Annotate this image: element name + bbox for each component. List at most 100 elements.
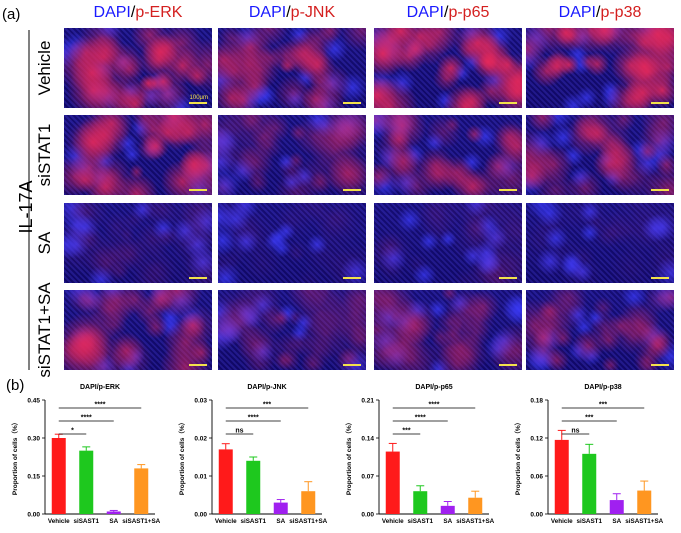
significance-label: * [71,428,74,435]
micrograph-tile [526,290,674,370]
micrograph-tile: 100μm [64,28,212,108]
x-tick-label: SA [443,518,452,525]
y-axis-label: Proportion of cells（%） [11,419,19,495]
dapi-label: DAPI [406,4,444,21]
bar-charts: DAPI/p-ERK Proportion of cells（%） 0.00 0.15… [11,384,664,525]
marker-label: p-JNK [290,4,336,21]
panel-a-letter: (a) [2,6,21,23]
x-tick-label: SA [276,518,285,525]
micrograph-tile [526,115,674,195]
significance-label: **** [95,402,106,409]
column-title-4: DAPI/p-p38 [525,4,675,22]
micrograph-tile [526,28,674,108]
chart-title: DAPI/p-JNK [247,384,286,391]
y-tick-label: 0.30 [27,436,40,443]
slash: / [130,4,136,21]
chart-title: DAPI/p-p65 [415,384,452,391]
y-axis-label: Proportion of cells（%） [178,419,186,495]
x-tick-label: siSAST1+SA [289,518,327,525]
x-tick-label: Vehicle [215,518,237,525]
micrograph-tile [526,203,674,283]
x-tick-label: SA [109,518,118,525]
bar [218,449,233,514]
micrograph-tile [64,290,212,370]
row-label-1: Vehicle [35,40,54,96]
dapi-label: DAPI [558,4,596,21]
panel-b-letter: (b) [6,377,25,394]
y-tick-label: 0.07 [361,474,374,481]
il17a-group-label: IL-17A [16,180,36,234]
micrograph-tile [218,28,366,108]
y-tick-label: 0.00 [27,512,40,519]
marker-label: p-p38 [600,4,642,21]
column-title-1: DAPI/p-ERK [63,4,213,22]
significance-label: **** [248,415,259,422]
scale-bar [651,277,669,279]
y-tick-label: 0.00 [530,512,543,519]
y-tick-label: 0.01 [194,474,207,481]
micrograph-tile [218,290,366,370]
bar [246,460,261,514]
scale-bar [189,364,207,366]
y-axis-label: Proportion of cells（%） [514,419,522,495]
row-label-4: siSTAT1+SA [35,282,54,378]
x-tick-label: siSAST1 [407,518,433,525]
x-tick-label: siSAST1+SA [625,518,663,525]
chart-title: DAPI/p-p38 [584,384,621,391]
scale-bar [189,189,207,191]
y-axis-label: Proportion of cells（%） [345,419,353,495]
scale-bar [651,364,669,366]
slash: / [286,4,291,21]
scale-bar [343,102,361,104]
y-tick-label: 0.45 [27,398,40,405]
significance-label: **** [415,415,426,422]
significance-label: ns [571,428,579,435]
x-tick-label: Vehicle [382,518,404,525]
x-tick-label: siSAST1 [240,518,266,525]
bar [413,491,428,514]
scale-bar [343,277,361,279]
y-tick-label: 0.14 [361,436,374,443]
scale-bar [189,102,207,104]
column-title-2: DAPI/p-JNK [217,4,367,22]
bar [468,497,483,514]
micrograph-tile [218,203,366,283]
bar [637,490,652,514]
micrograph-tile [374,115,522,195]
micrograph-tile [374,203,522,283]
significance-label: ns [235,428,243,435]
y-tick-label: 0.00 [194,512,207,519]
x-tick-label: Vehicle [48,518,70,525]
scale-bar [499,189,517,191]
bar [51,438,66,514]
scale-bar [189,277,207,279]
bar [301,491,316,514]
significance-label: *** [585,415,593,422]
micrograph-tile [374,290,522,370]
scale-bar [651,189,669,191]
bar [79,450,94,514]
scale-bar [499,102,517,104]
scale-bar [343,364,361,366]
scale-bar [499,277,517,279]
y-tick-label: 0.06 [530,474,543,481]
y-tick-label: 0.18 [530,398,543,405]
y-tick-label: 0.15 [27,474,40,481]
slash: / [595,4,601,21]
column-title-3: DAPI/p-p65 [373,4,523,22]
scale-bar [499,364,517,366]
group-bracket-line [28,30,30,370]
significance-label: **** [81,415,92,422]
micrograph-tile [64,203,212,283]
slash: / [443,4,449,21]
row-label-2: siSTAT1 [35,123,54,187]
significance-label: *** [599,402,607,409]
bar [106,511,121,514]
y-tick-label: 0.12 [530,436,543,443]
x-tick-label: siSAST1 [576,518,602,525]
bar [134,468,149,514]
scale-bar [343,189,361,191]
x-tick-label: siSAST1+SA [122,518,160,525]
y-tick-label: 0.00 [361,512,374,519]
scale-bar-label: 100μm [189,95,208,101]
